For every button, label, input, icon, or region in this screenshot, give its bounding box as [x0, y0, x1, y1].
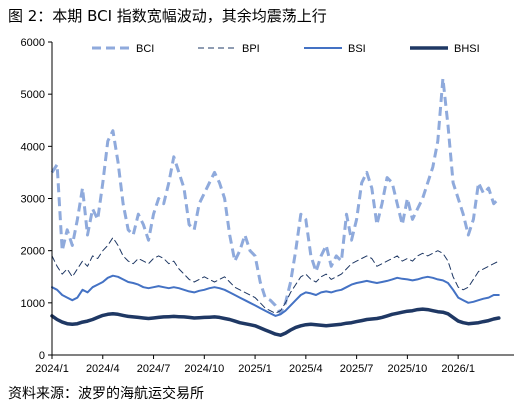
legend-label-bhsi: BHSI: [454, 43, 480, 55]
y-tick-label: 0: [39, 350, 45, 362]
series-line-bsi: [51, 274, 500, 317]
series-line-bci: [50, 77, 500, 315]
x-tick-label: 2025/10: [388, 363, 428, 375]
legend-label-bpi: BPI: [242, 43, 260, 55]
y-tick-label: 5000: [21, 89, 45, 101]
series-line-bpi: [51, 237, 500, 314]
y-tick-label: 6000: [21, 37, 45, 49]
y-tick-label: 1000: [21, 298, 45, 310]
x-tick-label: 2025/7: [340, 363, 374, 375]
legend-label-bsi: BSI: [348, 43, 366, 55]
series-line-bhsi: [50, 307, 501, 337]
x-tick-label: 2025/1: [238, 363, 272, 375]
source-note: 资料来源：波罗的海航运交易所: [8, 386, 204, 402]
x-tick-label: 2026/1: [441, 363, 475, 375]
y-tick-label: 3000: [21, 194, 45, 206]
x-tick-label: 2024/4: [86, 363, 120, 375]
figure-title: 图 2：本期 BCI 指数宽幅波动，其余均震荡上行: [8, 7, 327, 25]
x-tick-label: 2025/4: [289, 363, 323, 375]
legend: BCI BPI BSI BHSI: [92, 43, 480, 55]
y-tick-label: 2000: [21, 246, 45, 258]
x-axis: 2024/1 2024/4 2024/7 2024/10 2025/1 2025/4 202…: [35, 354, 514, 375]
x-tick-label: 2024/1: [35, 363, 69, 375]
legend-label-bci: BCI: [136, 43, 154, 55]
y-axis: 0 1000 2000 3000 4000 5000 6000: [21, 37, 53, 362]
x-tick-label: 2024/7: [137, 363, 171, 375]
x-tick-label: 2024/10: [184, 363, 224, 375]
y-tick-label: 4000: [21, 141, 45, 153]
series-group: [50, 77, 501, 337]
